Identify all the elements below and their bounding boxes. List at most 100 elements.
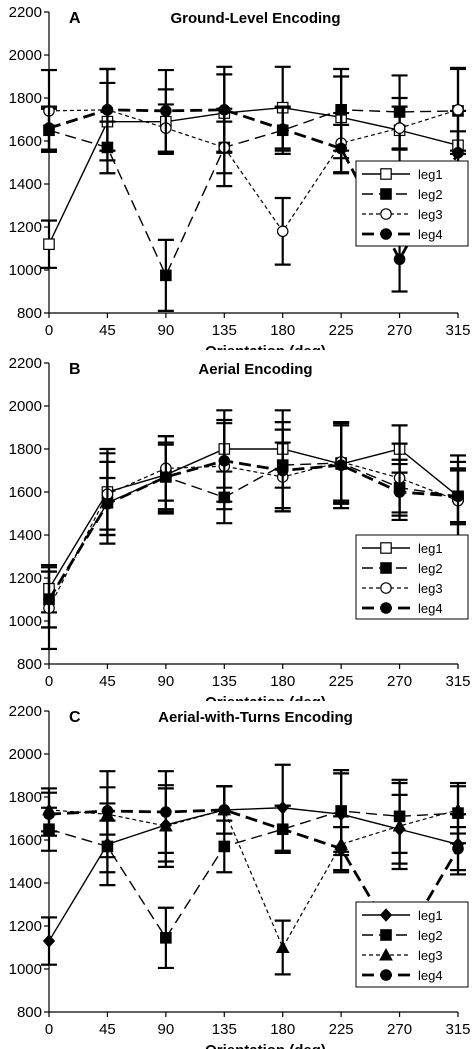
chart-b-x-axis-label: Orientation (deg) — [205, 694, 326, 701]
chart-c-x-tick-label: 315 — [445, 1021, 470, 1038]
chart-a-data-point — [101, 104, 114, 116]
chart-a-legend-label: leg3 — [418, 207, 443, 222]
chart-c-series-leg4 — [41, 770, 466, 973]
chart-c-data-point — [218, 804, 231, 816]
chart-c-data-point — [42, 934, 56, 948]
chart-a-x-tick-label: 135 — [212, 322, 237, 339]
chart-a-x-tick-label: 270 — [387, 322, 412, 339]
chart-b-title: Aerial Encoding — [198, 361, 312, 378]
chart-c-data-point — [335, 842, 347, 855]
chart-a-series-line-leg1 — [48, 106, 459, 245]
chart-a-series-line-leg3 — [48, 109, 459, 233]
chart-b-x-tick-label: 90 — [158, 673, 175, 690]
chart-c-series-line-leg4 — [48, 808, 460, 951]
chart-c-data-point — [160, 806, 172, 818]
chart-c-legend-label: leg1 — [418, 908, 443, 923]
chart-b-series-line-leg3 — [48, 461, 459, 609]
chart-a-y-tick-label: 1800 — [9, 90, 42, 107]
chart-c-y-tick-label: 2000 — [9, 746, 42, 763]
chart-c-x-tick-label: 135 — [212, 1021, 237, 1038]
chart-c-legend-marker — [380, 929, 392, 941]
chart-a-data-point — [452, 147, 464, 159]
chart-c-legend-box — [355, 901, 469, 988]
chart-a-panel-letter: A — [69, 10, 81, 27]
chart-a-data-point — [276, 225, 289, 238]
chart-a-legend: leg1 leg2 leg3 leg4 — [355, 160, 469, 247]
chart-c-y-tick-label: 1200 — [9, 918, 42, 935]
chart-b-data-point — [276, 464, 289, 477]
chart-b-legend-label: leg4 — [418, 601, 443, 616]
chart-b-svg: 800 1000 1200 1400 1600 1800 2000 2200 0 45 90 135 1… — [9, 355, 471, 701]
chart-c-series-line-leg3 — [48, 809, 459, 949]
chart-c-data-point — [452, 842, 464, 855]
chart-c-y-tick-label: 1000 — [9, 961, 42, 978]
chart-c-legend: leg1 leg2 leg3 leg4 — [355, 901, 469, 988]
chart-a-y-tick-label: 1200 — [9, 219, 42, 236]
chart-b-x-tick-label: 270 — [387, 673, 412, 690]
chart-b-data-point — [43, 593, 55, 606]
chart-b-legend-label: leg1 — [418, 541, 443, 556]
chart-c-data-point — [335, 805, 347, 817]
chart-b-y-tick-label: 1800 — [9, 441, 42, 458]
chart-b-legend-marker — [380, 562, 392, 574]
chart-b-y-tick-label: 1400 — [9, 527, 42, 544]
chart-c-legend-marker — [380, 969, 392, 981]
chart-a-legend-label: leg4 — [418, 227, 443, 242]
chart-a-data-point — [160, 269, 172, 282]
chart-panel-b: 800 1000 1200 1400 1600 1800 2000 2200 0 45 90 135 1… — [0, 351, 474, 701]
chart-c-x-tick-label: 180 — [270, 1021, 295, 1038]
chart-c-x-tick-label: 0 — [45, 1021, 53, 1038]
chart-b-x-tick-label: 180 — [270, 673, 295, 690]
chart-c-data-point — [218, 840, 231, 853]
chart-b-x-tick-label: 0 — [45, 673, 53, 690]
chart-a-legend-marker — [380, 228, 392, 240]
chart-c-series-line-leg1 — [48, 807, 459, 942]
chart-c-x-tick-label: 225 — [329, 1021, 354, 1038]
chart-c-y-tick-label: 1800 — [9, 789, 42, 806]
chart-b-legend-marker — [380, 582, 392, 594]
chart-a-data-point — [335, 142, 347, 155]
chart-a-y-tick-label: 1400 — [9, 176, 42, 193]
chart-c-y-tick-label: 2200 — [9, 703, 42, 720]
chart-b-legend-label: leg2 — [418, 561, 443, 576]
chart-c-series-line-leg2 — [48, 810, 459, 940]
chart-b-series-line-leg1 — [48, 448, 459, 590]
chart-b-legend-marker — [380, 602, 392, 614]
chart-c-legend-label: leg4 — [418, 968, 443, 983]
chart-c-data-point — [43, 808, 55, 820]
chart-b-data-point — [452, 490, 464, 503]
chart-a-data-point — [160, 105, 172, 117]
chart-b-legend: leg1 leg2 leg3 leg4 — [355, 534, 469, 620]
chart-c-x-tick-label: 270 — [387, 1021, 412, 1038]
chart-c-data-point — [451, 802, 465, 816]
chart-b-legend-label: leg3 — [418, 581, 443, 596]
chart-a-y-tick-label: 1000 — [9, 262, 42, 279]
chart-c-legend-marker — [379, 947, 393, 961]
chart-b-data-point — [101, 498, 114, 510]
chart-a-x-tick-label: 45 — [99, 322, 116, 339]
chart-a-x-tick-label: 0 — [45, 322, 53, 339]
chart-a-legend-label: leg2 — [418, 187, 443, 202]
chart-b-x-tick-label: 225 — [329, 673, 354, 690]
chart-c-x-tick-label: 45 — [99, 1021, 116, 1038]
chart-a-x-tick-label: 90 — [158, 322, 175, 339]
chart-b-y-tick-label: 1000 — [9, 613, 42, 630]
chart-a-series-line-leg2 — [48, 109, 459, 278]
chart-b-y-tick-label: 800 — [17, 656, 42, 673]
chart-c-title: Aerial-with-Turns Encoding — [158, 709, 353, 726]
chart-a-svg: 800 1000 1200 1400 1600 1800 2000 2200 0 45 90 135 1… — [9, 4, 471, 350]
chart-a-legend-box — [355, 160, 469, 247]
chart-c-data-point — [101, 805, 114, 817]
chart-c-data-point — [276, 823, 289, 836]
chart-b-y-tick-label: 1200 — [9, 570, 42, 587]
chart-b-legend-box — [355, 534, 469, 620]
chart-a-x-tick-label: 225 — [329, 322, 354, 339]
chart-a-legend-marker — [380, 188, 392, 200]
chart-c-data-point — [160, 932, 172, 944]
chart-b-x-tick-label: 45 — [99, 673, 116, 690]
chart-a-x-tick-label: 180 — [270, 322, 295, 339]
chart-b-x-tick-label: 315 — [445, 673, 470, 690]
chart-b-x-tick-label: 135 — [212, 673, 237, 690]
chart-c-legend-marker — [379, 908, 393, 922]
chart-panel-a: 800 1000 1200 1400 1600 1800 2000 2200 0 45 90 135 1… — [0, 0, 474, 350]
